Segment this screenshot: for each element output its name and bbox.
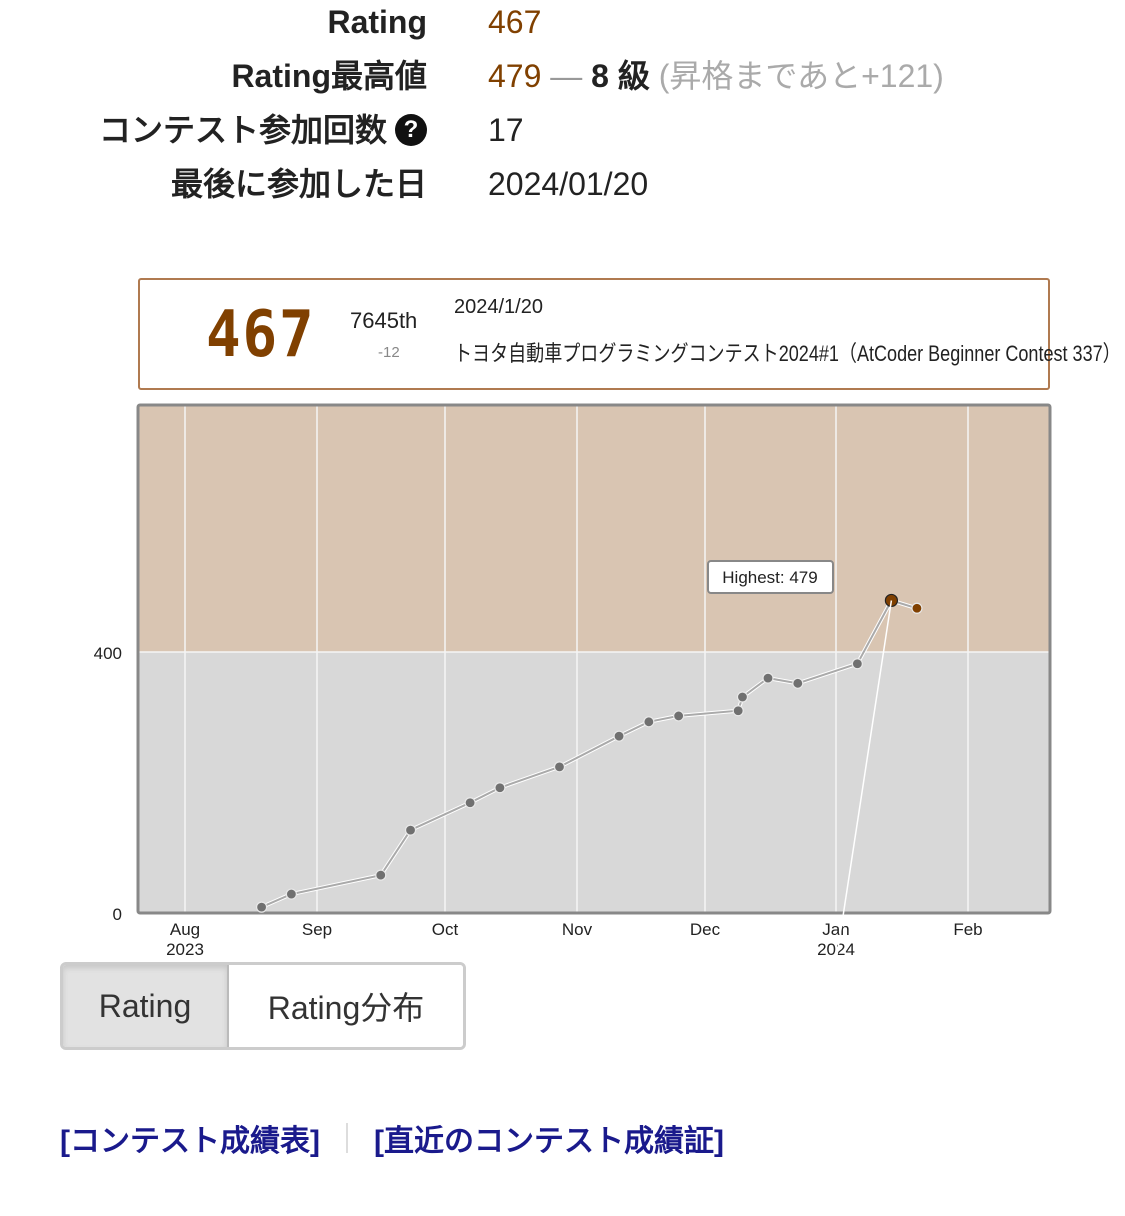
highest-rating-value-group: 479 — 8 級 (昇格まであと+121): [488, 54, 944, 98]
data-point[interactable]: [732, 705, 744, 717]
y-tick-label: 400: [94, 644, 122, 663]
link-separator: [345, 1123, 348, 1153]
status-contest-name: トヨタ自動車プログラミングコンテスト2024#1（AtCoder Beginne…: [454, 341, 1121, 366]
status-diff: -12: [378, 344, 400, 361]
highest-annotation-box: [707, 560, 834, 594]
contest-count-label-group: コンテスト参加回数 ?: [99, 108, 427, 152]
status-place: 7645th: [350, 308, 418, 333]
rating-label: Rating: [327, 4, 427, 40]
data-point[interactable]: [762, 672, 774, 684]
annotation-leader: [835, 600, 893, 960]
kyu-rank: 8 級: [591, 58, 650, 94]
data-point[interactable]: [643, 716, 655, 728]
y-tick-label: 0: [113, 905, 122, 924]
rating-chart[interactable]: Aug 2023 Sep Oct Nov Dec Jan 2024 Feb 0 400 Highest…: [0, 400, 1125, 960]
data-point[interactable]: [255, 901, 268, 913]
band-brown: [138, 405, 1050, 652]
data-point[interactable]: [851, 658, 863, 670]
plot-border: [136, 403, 1052, 915]
data-point[interactable]: [375, 869, 387, 881]
contest-count-value: 17: [488, 112, 524, 148]
highest-annotation-text: Highest: 479: [722, 568, 817, 587]
x-tick-sublabel: 2024: [817, 940, 855, 959]
data-point[interactable]: [673, 710, 685, 722]
row-contest-count: コンテスト参加回数 ? 17: [0, 108, 1125, 162]
highest-rating-label: Rating最高値: [231, 58, 427, 94]
contest-count-label: コンテスト参加回数: [98, 112, 387, 148]
highest-rating-value: 479: [488, 58, 542, 94]
last-date-value: 2024/01/20: [488, 166, 649, 202]
last-date-label: 最後に参加した日: [170, 166, 427, 202]
tab-rating-distribution[interactable]: Rating分布: [229, 965, 463, 1047]
data-point[interactable]: [613, 730, 625, 742]
rating-value: 467: [488, 4, 542, 40]
status-date: 2024/1/20: [454, 296, 543, 318]
x-tick-label: Nov: [562, 920, 593, 939]
next-promotion: (昇格まであと+121): [658, 58, 944, 94]
tab-rating[interactable]: Rating: [63, 965, 229, 1047]
x-tick-label: Feb: [953, 920, 982, 939]
data-point[interactable]: [494, 782, 506, 794]
rating-status-box: 467 7645th -12 2024/1/20 トヨタ自動車プログラミングコン…: [138, 278, 1121, 390]
row-last-date: 最後に参加した日 2024/01/20: [0, 162, 1125, 216]
data-point[interactable]: [285, 888, 297, 900]
data-point[interactable]: [736, 691, 749, 703]
x-tick-label: Jan: [822, 920, 849, 939]
row-rating: Rating 467: [0, 0, 1125, 54]
data-point[interactable]: [464, 797, 476, 809]
x-tick-label: Oct: [432, 920, 459, 939]
x-tick-label: Dec: [690, 920, 721, 939]
band-gray: [138, 652, 1050, 913]
data-point[interactable]: [553, 761, 566, 773]
dash: —: [550, 58, 583, 94]
footer-links: [コンテスト成績表] [直近のコンテスト成績証]: [60, 1116, 724, 1160]
row-highest-rating: Rating最高値 479 — 8 級 (昇格まであと+121): [0, 54, 1125, 108]
status-rating: 467: [206, 298, 316, 372]
data-point[interactable]: [792, 677, 804, 689]
data-point[interactable]: [404, 824, 417, 836]
chart-tabs: Rating Rating分布: [60, 962, 466, 1050]
recent-certificate-link[interactable]: [直近のコンテスト成績証]: [373, 1125, 724, 1158]
x-tick-label: Aug: [170, 920, 200, 939]
x-tick-sublabel: 2023: [166, 940, 204, 959]
x-tick-label: Sep: [302, 920, 332, 939]
contest-history-link[interactable]: [コンテスト成績表]: [60, 1125, 320, 1158]
help-icon[interactable]: ?: [395, 114, 427, 146]
data-point[interactable]: [911, 602, 923, 614]
